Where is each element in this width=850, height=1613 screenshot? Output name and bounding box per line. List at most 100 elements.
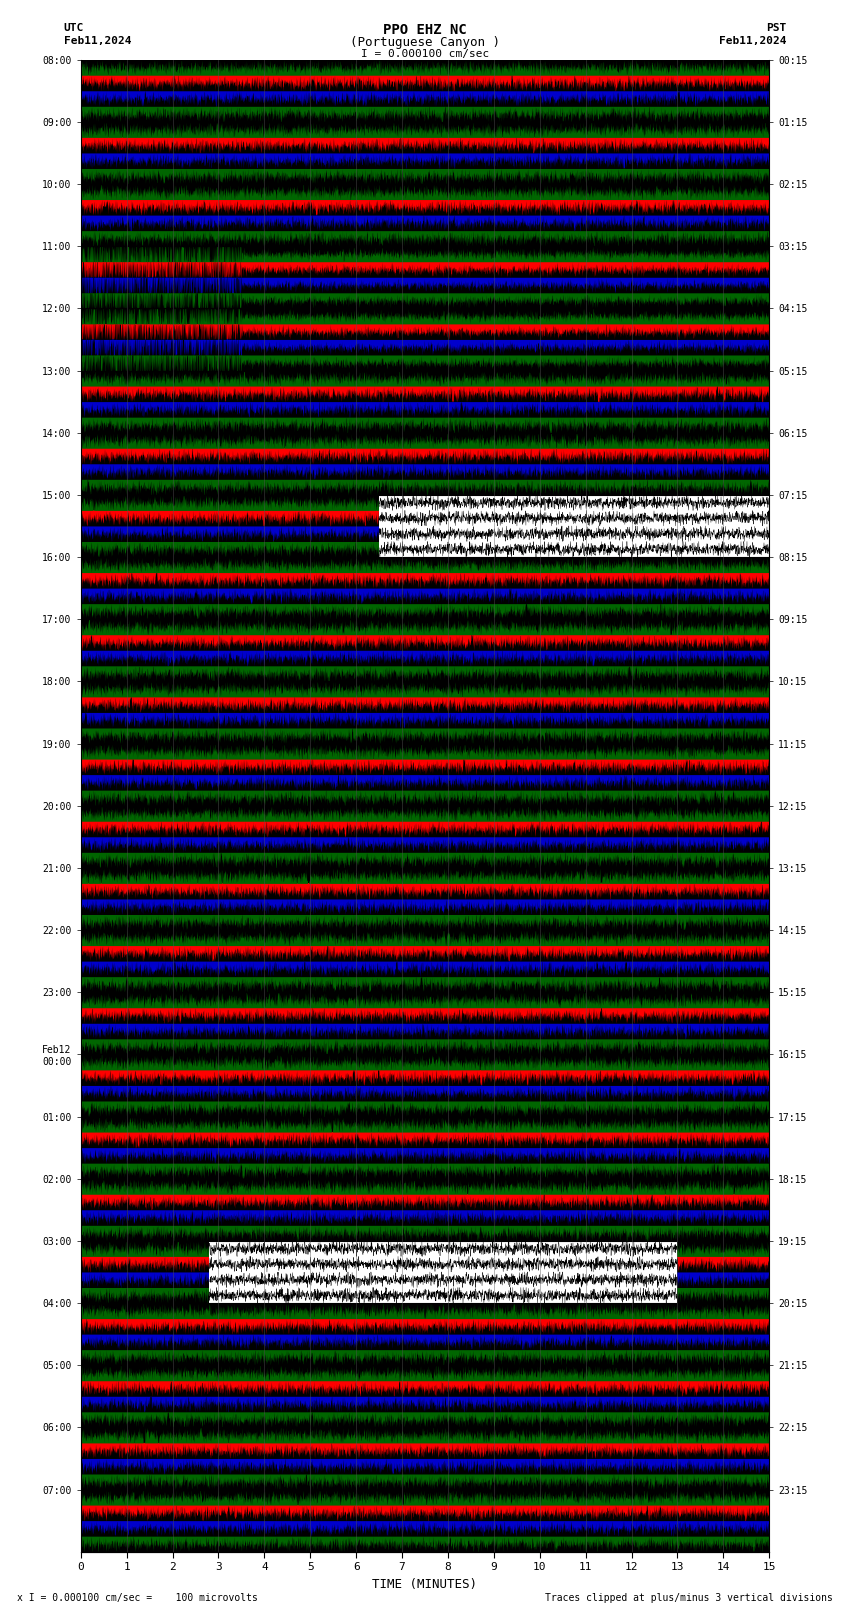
- Bar: [81, 1428, 769, 1444]
- Bar: [81, 1458, 769, 1474]
- Text: PPO EHZ NC: PPO EHZ NC: [383, 24, 467, 37]
- Bar: [81, 931, 769, 945]
- Bar: [81, 681, 769, 697]
- Bar: [81, 1365, 769, 1381]
- Bar: [81, 215, 769, 231]
- Bar: [81, 386, 769, 402]
- Bar: [81, 666, 769, 681]
- Bar: [81, 526, 769, 542]
- Bar: [81, 1505, 769, 1521]
- Bar: [81, 1116, 769, 1132]
- Bar: [81, 1210, 769, 1226]
- Bar: [81, 1334, 769, 1350]
- Bar: [81, 1521, 769, 1536]
- Bar: [81, 465, 769, 479]
- Bar: [81, 1194, 769, 1210]
- Bar: [81, 727, 769, 744]
- Bar: [81, 915, 769, 931]
- Bar: [81, 1257, 769, 1273]
- Bar: [81, 76, 769, 90]
- Bar: [81, 837, 769, 852]
- Bar: [81, 806, 769, 821]
- Bar: [81, 168, 769, 184]
- Bar: [81, 418, 769, 432]
- Bar: [81, 90, 769, 106]
- Bar: [81, 1179, 769, 1194]
- Bar: [81, 137, 769, 153]
- Bar: [81, 277, 769, 294]
- Bar: [81, 992, 769, 1008]
- Bar: [81, 1474, 769, 1489]
- Bar: [209, 1273, 677, 1287]
- Bar: [81, 123, 769, 137]
- Bar: [81, 231, 769, 247]
- Bar: [81, 495, 769, 510]
- Bar: [81, 200, 769, 215]
- Bar: [81, 1318, 769, 1334]
- Bar: [81, 760, 769, 774]
- Bar: [81, 619, 769, 636]
- Bar: [81, 1023, 769, 1039]
- Bar: [81, 432, 769, 448]
- Bar: [81, 448, 769, 465]
- Bar: [81, 603, 769, 619]
- Bar: [81, 1303, 769, 1318]
- Bar: [81, 1411, 769, 1428]
- Bar: [81, 884, 769, 898]
- Bar: [81, 697, 769, 713]
- Bar: [81, 636, 769, 650]
- Bar: [379, 495, 769, 510]
- Bar: [209, 1257, 677, 1273]
- Bar: [81, 744, 769, 760]
- Bar: [81, 1055, 769, 1069]
- Bar: [81, 1444, 769, 1458]
- Bar: [81, 1397, 769, 1411]
- Bar: [81, 945, 769, 961]
- Bar: [81, 1069, 769, 1086]
- Bar: [81, 790, 769, 806]
- Text: Feb11,2024: Feb11,2024: [64, 37, 131, 47]
- Bar: [81, 339, 769, 355]
- Bar: [81, 184, 769, 200]
- Bar: [81, 1102, 769, 1116]
- Bar: [81, 852, 769, 868]
- Bar: [81, 1350, 769, 1365]
- Bar: [81, 479, 769, 495]
- Bar: [81, 1147, 769, 1163]
- Bar: [209, 1287, 677, 1303]
- Bar: [81, 1163, 769, 1179]
- Bar: [81, 542, 769, 556]
- Text: Traces clipped at plus/minus 3 vertical divisions: Traces clipped at plus/minus 3 vertical …: [545, 1594, 833, 1603]
- Bar: [81, 60, 769, 76]
- Bar: [81, 1008, 769, 1023]
- Bar: [81, 868, 769, 884]
- Bar: [81, 294, 769, 308]
- Text: (Portuguese Canyon ): (Portuguese Canyon ): [350, 37, 500, 50]
- Bar: [81, 650, 769, 666]
- Bar: [81, 573, 769, 589]
- Bar: [81, 1039, 769, 1055]
- Bar: [81, 589, 769, 603]
- Text: UTC: UTC: [64, 24, 84, 34]
- Bar: [81, 1226, 769, 1240]
- Bar: [81, 556, 769, 573]
- Bar: [81, 976, 769, 992]
- Text: I = 0.000100 cm/sec: I = 0.000100 cm/sec: [361, 50, 489, 60]
- Text: x I = 0.000100 cm/sec =    100 microvolts: x I = 0.000100 cm/sec = 100 microvolts: [17, 1594, 258, 1603]
- Bar: [81, 355, 769, 371]
- Bar: [81, 898, 769, 915]
- Bar: [81, 308, 769, 324]
- Bar: [81, 402, 769, 418]
- Bar: [81, 1381, 769, 1397]
- Bar: [81, 324, 769, 339]
- Bar: [81, 106, 769, 123]
- Bar: [81, 1273, 769, 1287]
- Bar: [81, 153, 769, 168]
- Bar: [81, 1132, 769, 1147]
- Bar: [81, 261, 769, 277]
- Bar: [81, 1240, 769, 1257]
- Bar: [81, 961, 769, 976]
- Bar: [81, 1489, 769, 1505]
- Bar: [81, 1536, 769, 1552]
- Bar: [379, 542, 769, 556]
